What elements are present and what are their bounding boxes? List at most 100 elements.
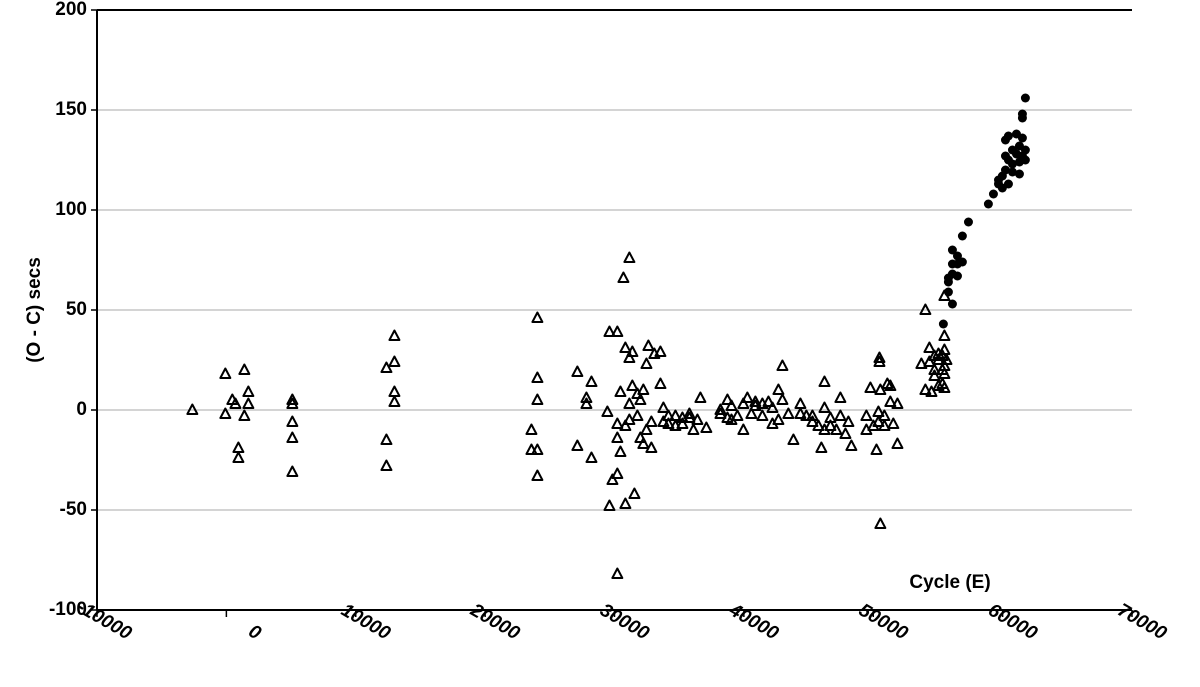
- data-point: [626, 345, 639, 357]
- data-point: [860, 409, 873, 421]
- data-point: [952, 251, 962, 261]
- data-point: [938, 367, 951, 379]
- data-point: [611, 431, 624, 443]
- data-point: [380, 361, 393, 373]
- data-point: [634, 431, 647, 443]
- data-point: [286, 415, 299, 427]
- y-tick-label: 50: [66, 299, 87, 320]
- data-point: [619, 341, 632, 353]
- x-tick-label: 70000: [1114, 600, 1171, 645]
- data-point: [983, 199, 993, 209]
- data-point: [772, 413, 785, 425]
- data-point: [388, 355, 401, 367]
- y-tick-label: 100: [55, 199, 87, 220]
- data-point: [1007, 159, 1017, 169]
- data-point: [874, 383, 887, 395]
- data-point: [229, 397, 242, 409]
- data-point: [884, 379, 897, 391]
- data-point: [947, 299, 957, 309]
- data-point: [531, 443, 544, 455]
- data-point: [380, 459, 393, 471]
- data-point: [614, 385, 627, 397]
- data-point: [286, 397, 299, 409]
- data-point: [700, 421, 713, 433]
- data-point: [676, 417, 689, 429]
- data-point: [657, 401, 670, 413]
- data-point: [928, 369, 941, 381]
- data-point: [611, 567, 624, 579]
- data-point: [714, 403, 727, 415]
- data-point: [731, 409, 744, 421]
- data-point: [242, 385, 255, 397]
- data-point: [388, 395, 401, 407]
- data-point: [782, 407, 795, 419]
- data-point: [525, 423, 538, 435]
- data-point: [938, 381, 951, 393]
- data-point: [806, 409, 819, 421]
- data-point: [580, 391, 593, 403]
- data-point: [571, 365, 584, 377]
- data-point: [815, 441, 828, 453]
- data-point: [756, 409, 769, 421]
- data-point: [938, 329, 951, 341]
- data-point: [286, 393, 299, 405]
- data-point: [531, 371, 544, 383]
- data-point: [694, 391, 707, 403]
- data-point: [891, 437, 904, 449]
- data-point: [947, 245, 957, 255]
- data-point: [611, 325, 624, 337]
- data-point: [619, 419, 632, 431]
- data-point: [1017, 109, 1027, 119]
- data-point: [219, 407, 232, 419]
- data-point: [683, 411, 696, 423]
- data-point: [834, 409, 847, 421]
- data-point: [874, 517, 887, 529]
- data-point: [749, 395, 762, 407]
- data-point: [388, 329, 401, 341]
- data-point: [870, 443, 883, 455]
- data-point: [919, 303, 932, 315]
- data-point: [873, 355, 886, 367]
- data-point: [1003, 131, 1013, 141]
- data-point: [691, 413, 704, 425]
- data-point: [824, 419, 837, 431]
- data-point: [834, 391, 847, 403]
- x-tick-label: 10000: [337, 600, 394, 645]
- data-point: [957, 257, 967, 267]
- data-point: [585, 375, 598, 387]
- data-point: [601, 405, 614, 417]
- data-point: [806, 415, 819, 427]
- data-point: [725, 399, 738, 411]
- data-point: [818, 375, 831, 387]
- data-point: [938, 319, 948, 329]
- data-point: [1003, 179, 1013, 189]
- data-point: [611, 467, 624, 479]
- data-point: [232, 441, 245, 453]
- data-point: [634, 393, 647, 405]
- data-point: [242, 397, 255, 409]
- data-point: [745, 407, 758, 419]
- data-point: [932, 379, 945, 391]
- data-point: [878, 409, 891, 421]
- data-point: [737, 397, 750, 409]
- data-point: [531, 469, 544, 481]
- data-point: [766, 401, 779, 413]
- data-point: [891, 397, 904, 409]
- y-tick-label: 200: [55, 0, 87, 20]
- data-point: [628, 487, 641, 499]
- data-point: [631, 409, 644, 421]
- data-point: [940, 353, 953, 365]
- data-point: [1007, 167, 1017, 177]
- data-point: [623, 397, 636, 409]
- data-point: [919, 383, 932, 395]
- data-point: [238, 363, 251, 375]
- y-axis-label: (O - C) secs: [24, 257, 45, 363]
- data-point: [380, 433, 393, 445]
- data-point: [662, 417, 675, 429]
- data-point: [988, 189, 998, 199]
- data-point: [603, 499, 616, 511]
- y-tick-label: -50: [60, 499, 87, 520]
- data-point: [842, 415, 855, 427]
- data-point: [741, 391, 754, 403]
- data-point: [571, 439, 584, 451]
